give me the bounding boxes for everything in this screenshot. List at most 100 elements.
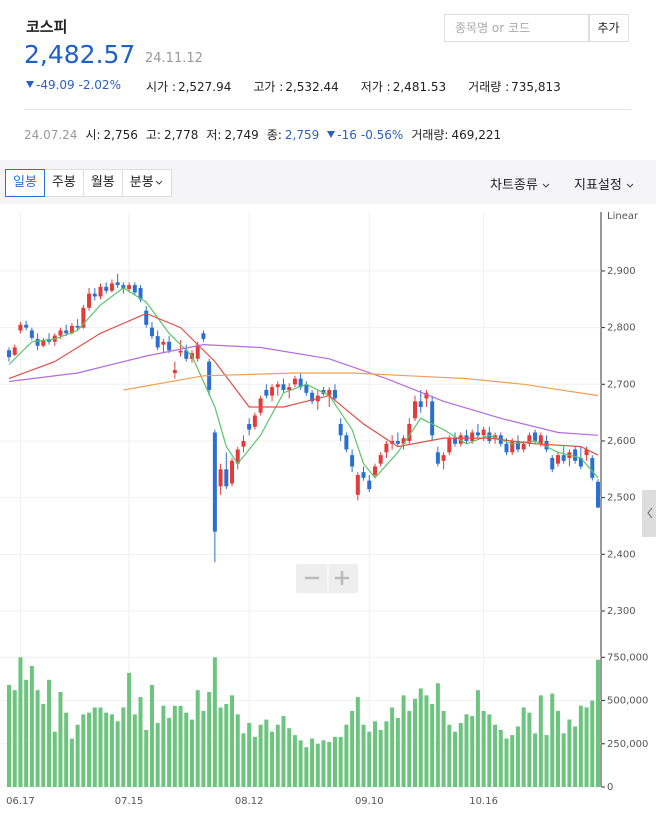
volume-bar (304, 747, 309, 787)
volume-bar (184, 712, 189, 787)
volume-bar (258, 724, 263, 787)
volume-bar (224, 703, 229, 787)
candle-body (178, 350, 183, 353)
x-tick-label: 07.15 (115, 796, 144, 807)
candle-body (149, 327, 154, 337)
candle-body (401, 438, 406, 444)
volume-bar (52, 731, 57, 787)
candle-body (287, 387, 292, 390)
volume-bar (430, 703, 435, 787)
candle-body (12, 347, 17, 355)
candle-body (35, 338, 40, 346)
volume-bar (47, 679, 52, 787)
add-button[interactable]: 추가 (588, 14, 629, 42)
volume-bar (287, 728, 292, 787)
candle-body (441, 455, 446, 461)
volume-bar (424, 695, 429, 787)
zoom-controls[interactable] (296, 564, 358, 593)
candle-body (407, 423, 412, 441)
candle-body (355, 474, 360, 495)
volume-bar (384, 721, 389, 787)
volume-bar (453, 731, 458, 787)
candle-body (350, 455, 355, 467)
change-row: -49.09 -2.02% (26, 78, 121, 92)
candle-body (81, 307, 86, 328)
candle-body (144, 310, 149, 325)
candle-body (104, 286, 109, 291)
candle-body (218, 469, 223, 487)
volume-bar (149, 684, 154, 787)
candle-body (578, 457, 583, 467)
candle-body (24, 324, 29, 328)
volume-bar (361, 724, 366, 787)
volume-bar (350, 710, 355, 787)
divider (24, 109, 631, 110)
volume-bar (298, 740, 303, 787)
volume-bar (550, 693, 555, 787)
volume-bar (344, 724, 349, 787)
candle-body (92, 293, 97, 297)
detail-value: 2,778 (163, 128, 199, 142)
detail-date: 24.07.24 (24, 128, 78, 142)
volume-bar (498, 729, 503, 787)
candle-body (475, 432, 480, 436)
side-tab[interactable] (642, 490, 656, 537)
current-price: 2,482.57 (24, 40, 136, 69)
indicator-label: 지표설정 (574, 178, 622, 193)
stat-value: 2,527.94 (177, 80, 232, 94)
volume-bar (81, 714, 86, 787)
candle-body (161, 341, 166, 345)
volume-bar (378, 729, 383, 787)
volume-bar (538, 695, 543, 787)
candle-body (378, 455, 383, 464)
volume-bar (230, 695, 235, 787)
volume-bar (321, 740, 326, 787)
candle-body (235, 449, 240, 464)
chart-type-menu[interactable]: 차트종류 (490, 174, 550, 193)
candle-body (504, 443, 509, 453)
candle-body (527, 435, 532, 444)
candle-body (573, 449, 578, 461)
candle-body (298, 378, 303, 388)
volume-bar (115, 721, 120, 787)
candle-body (447, 438, 452, 453)
volume-bar (372, 721, 377, 787)
detail-volume: 469,221 (451, 128, 502, 142)
period-tab[interactable]: 일봉 (5, 169, 45, 197)
candle-body (264, 389, 269, 396)
candle-body (292, 378, 297, 385)
y-tick-label: 2,600 (607, 436, 636, 447)
detail-label: 저: (206, 128, 222, 142)
volume-bar (578, 705, 583, 787)
detail-value: 2,749 (224, 128, 259, 142)
candle-body (41, 340, 46, 346)
candle-body (201, 333, 206, 339)
moving-average (123, 372, 599, 397)
volume-bar (395, 717, 400, 787)
volume-bar (189, 719, 194, 787)
stats-row: 시가 :2,527.94 고가 :2,532.44 저가 :2,481.53 거래량 … (146, 78, 561, 95)
volume-bar (475, 690, 480, 787)
down-icon (327, 131, 336, 138)
candle-body (258, 398, 263, 413)
search-input[interactable]: 종목명 or 코드 (444, 14, 590, 42)
scale-label: Linear (607, 211, 639, 222)
volume-bar (132, 714, 137, 787)
volume-bar (247, 723, 252, 787)
moving-average (8, 343, 599, 436)
candle-body (224, 469, 229, 487)
indicator-menu[interactable]: 지표설정 (574, 174, 634, 193)
candle-body (361, 472, 366, 478)
candle-body (7, 350, 11, 358)
volume-bar (390, 707, 395, 787)
detail-row: 24.07.24 시: 2,756 고: 2,778 저: 2,749 종: 2,759 -16-… (24, 126, 501, 143)
candle-body (327, 389, 332, 396)
candle-body (395, 440, 400, 444)
price-date: 24.11.12 (145, 51, 203, 66)
candle-body (510, 440, 515, 453)
candle-body (230, 460, 235, 484)
period-tab[interactable]: 분봉 (121, 169, 172, 197)
candle-body (75, 325, 80, 328)
